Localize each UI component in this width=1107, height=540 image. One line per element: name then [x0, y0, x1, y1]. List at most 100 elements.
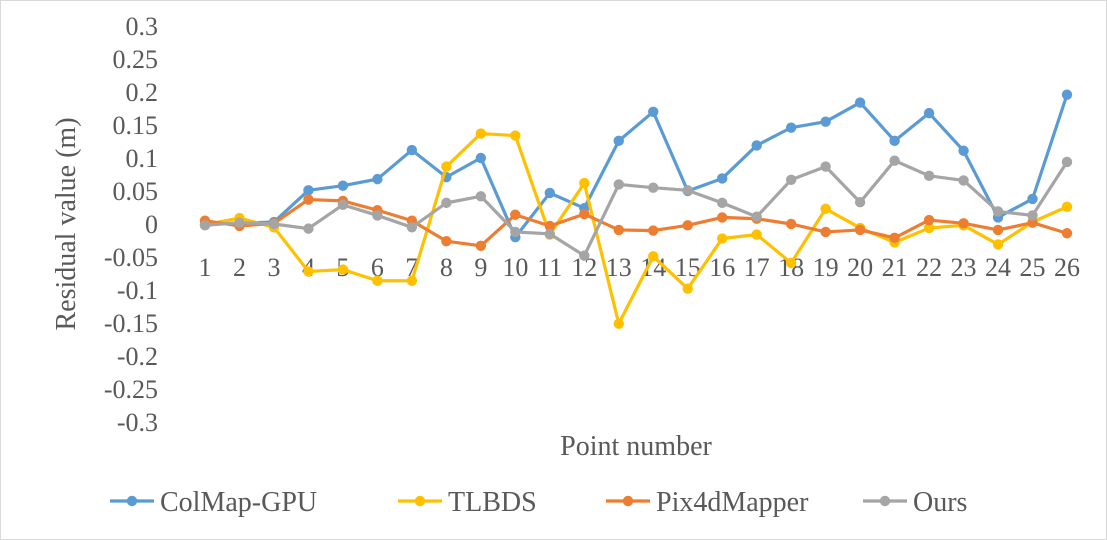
data-point — [406, 275, 418, 286]
series-tlbds — [199, 128, 1073, 329]
data-point — [889, 135, 900, 147]
x-tick-label: 11 — [537, 253, 562, 282]
y-tick-label: 0.05 — [113, 177, 159, 206]
x-tick-label: 3 — [267, 253, 280, 282]
x-tick-labels: 1234567891011121314151617181920212223242… — [199, 253, 1081, 282]
y-tick-label: -0.1 — [117, 276, 158, 305]
x-tick-label: 25 — [1020, 253, 1046, 282]
data-point — [613, 318, 624, 329]
data-point — [199, 220, 211, 231]
legend-item: ColMap-GPU — [110, 487, 317, 518]
data-point — [717, 233, 728, 244]
y-axis-title: Residual value (m) — [51, 117, 82, 330]
data-point — [889, 232, 900, 244]
data-point — [923, 214, 935, 226]
data-point — [544, 187, 555, 199]
data-point — [820, 203, 831, 215]
data-point — [441, 197, 452, 209]
x-axis-title: Point number — [560, 431, 712, 462]
legend-marker — [622, 495, 634, 507]
data-point — [820, 161, 831, 172]
data-point — [751, 211, 762, 222]
x-tick-label: 10 — [502, 253, 528, 282]
y-tick-label: 0.15 — [113, 111, 159, 140]
data-point — [785, 122, 797, 133]
data-point — [682, 283, 693, 294]
data-point — [1061, 201, 1073, 213]
data-point — [751, 140, 762, 151]
data-point — [889, 155, 900, 166]
y-tick-label: -0.2 — [117, 342, 158, 371]
data-point — [544, 228, 555, 240]
data-point — [648, 251, 659, 262]
data-point — [1061, 89, 1073, 100]
data-point — [820, 226, 831, 238]
data-point — [475, 191, 487, 202]
x-tick-label: 21 — [882, 253, 908, 282]
x-tick-label: 17 — [744, 253, 770, 282]
x-tick-label: 2 — [233, 253, 246, 282]
y-tick-label: -0.15 — [104, 309, 158, 338]
series-line — [203, 131, 1069, 326]
data-point — [234, 217, 245, 228]
data-point — [992, 224, 1004, 236]
data-point — [475, 128, 487, 139]
series-ours — [199, 155, 1073, 261]
y-tick-label: 0.25 — [113, 45, 159, 74]
data-point — [854, 197, 866, 208]
data-point — [923, 107, 935, 119]
data-point — [406, 222, 418, 233]
x-tick-label: 8 — [440, 253, 453, 282]
x-tick-label: 16 — [709, 253, 735, 282]
data-point — [923, 170, 935, 182]
data-point — [1027, 210, 1038, 221]
data-point — [1061, 228, 1073, 239]
series-lines — [199, 89, 1073, 329]
data-point — [337, 199, 349, 211]
data-point — [510, 130, 521, 141]
data-point — [510, 226, 521, 238]
legend-item: Pix4dMapper — [606, 487, 809, 518]
y-tick-labels: 0.3 0.25 0.2 0.15 0.1 0.05 0 -0.05 -0.1 -0.15 -0.2… — [104, 12, 158, 437]
data-point — [854, 224, 866, 236]
data-point — [717, 173, 728, 184]
data-point — [682, 220, 693, 231]
data-point — [1061, 156, 1073, 168]
data-point — [717, 212, 728, 223]
x-tick-label: 24 — [985, 253, 1011, 282]
data-point — [958, 175, 969, 186]
data-point — [648, 182, 659, 193]
data-point — [475, 152, 487, 164]
legend-label: Ours — [913, 487, 967, 518]
x-tick-label: 13 — [606, 253, 632, 282]
legend: ColMap-GPU TLBDS Pix4dMapper Ours — [110, 487, 967, 518]
data-point — [785, 174, 797, 185]
data-point — [992, 239, 1004, 250]
data-point — [717, 197, 728, 209]
legend-marker — [414, 495, 426, 507]
data-point — [820, 116, 831, 127]
data-point — [648, 106, 659, 118]
y-tick-label: 0.2 — [126, 78, 159, 107]
legend-item: TLBDS — [398, 487, 537, 518]
data-point — [372, 173, 383, 185]
series-line — [203, 93, 1069, 239]
legend-label: Pix4dMapper — [656, 487, 809, 518]
series-line — [203, 197, 1069, 248]
data-point — [923, 222, 935, 234]
y-tick-label: 0.3 — [126, 12, 159, 41]
data-point — [992, 206, 1004, 217]
data-point — [337, 264, 349, 275]
y-tick-label: -0.25 — [104, 375, 158, 404]
data-point — [303, 266, 314, 277]
y-tick-label: -0.3 — [117, 408, 158, 437]
data-point — [751, 229, 762, 240]
data-point — [268, 218, 280, 230]
data-point — [303, 194, 314, 205]
x-tick-label: 22 — [916, 253, 942, 282]
data-point — [1027, 217, 1038, 228]
data-point — [579, 250, 590, 261]
x-tick-label: 26 — [1054, 253, 1080, 282]
